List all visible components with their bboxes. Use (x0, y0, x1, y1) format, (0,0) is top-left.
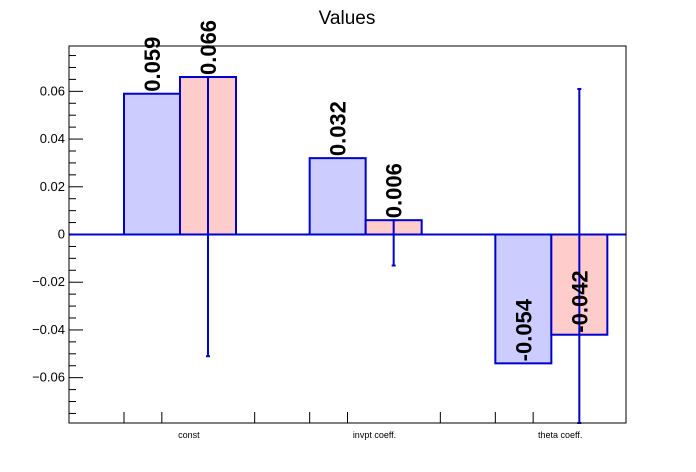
chart-title: Values (319, 8, 376, 29)
x-category-label: theta coeff. (538, 430, 582, 440)
x-category-label: invpt coeff. (353, 430, 396, 440)
y-tick-label: −0.02 (32, 274, 65, 289)
bar-value-label: -0.042 (567, 270, 592, 332)
y-tick-label: 0.04 (40, 131, 65, 146)
bar (494, 233, 553, 365)
bar (308, 157, 367, 236)
bar-value-label: 0.059 (140, 37, 165, 92)
bar (123, 92, 181, 236)
plot-frame (68, 45, 627, 424)
y-tick-label: 0.06 (40, 83, 65, 98)
x-category-label: const (178, 430, 200, 440)
bar-value-label: 0.006 (382, 163, 407, 218)
bar-value-label: 0.066 (196, 20, 221, 75)
y-tick-label: −0.06 (32, 370, 65, 385)
y-tick-label: 0.02 (40, 179, 65, 194)
y-tick-label: −0.04 (32, 322, 65, 337)
y-tick-label: 0 (58, 227, 65, 242)
plot-area: −0.06 −0.04 −0.02 0 0.02 0.04 0.06 const invpt c… (32, 20, 626, 440)
bar-value-label: 0.032 (326, 101, 351, 156)
bar-value-label: -0.054 (511, 298, 536, 361)
